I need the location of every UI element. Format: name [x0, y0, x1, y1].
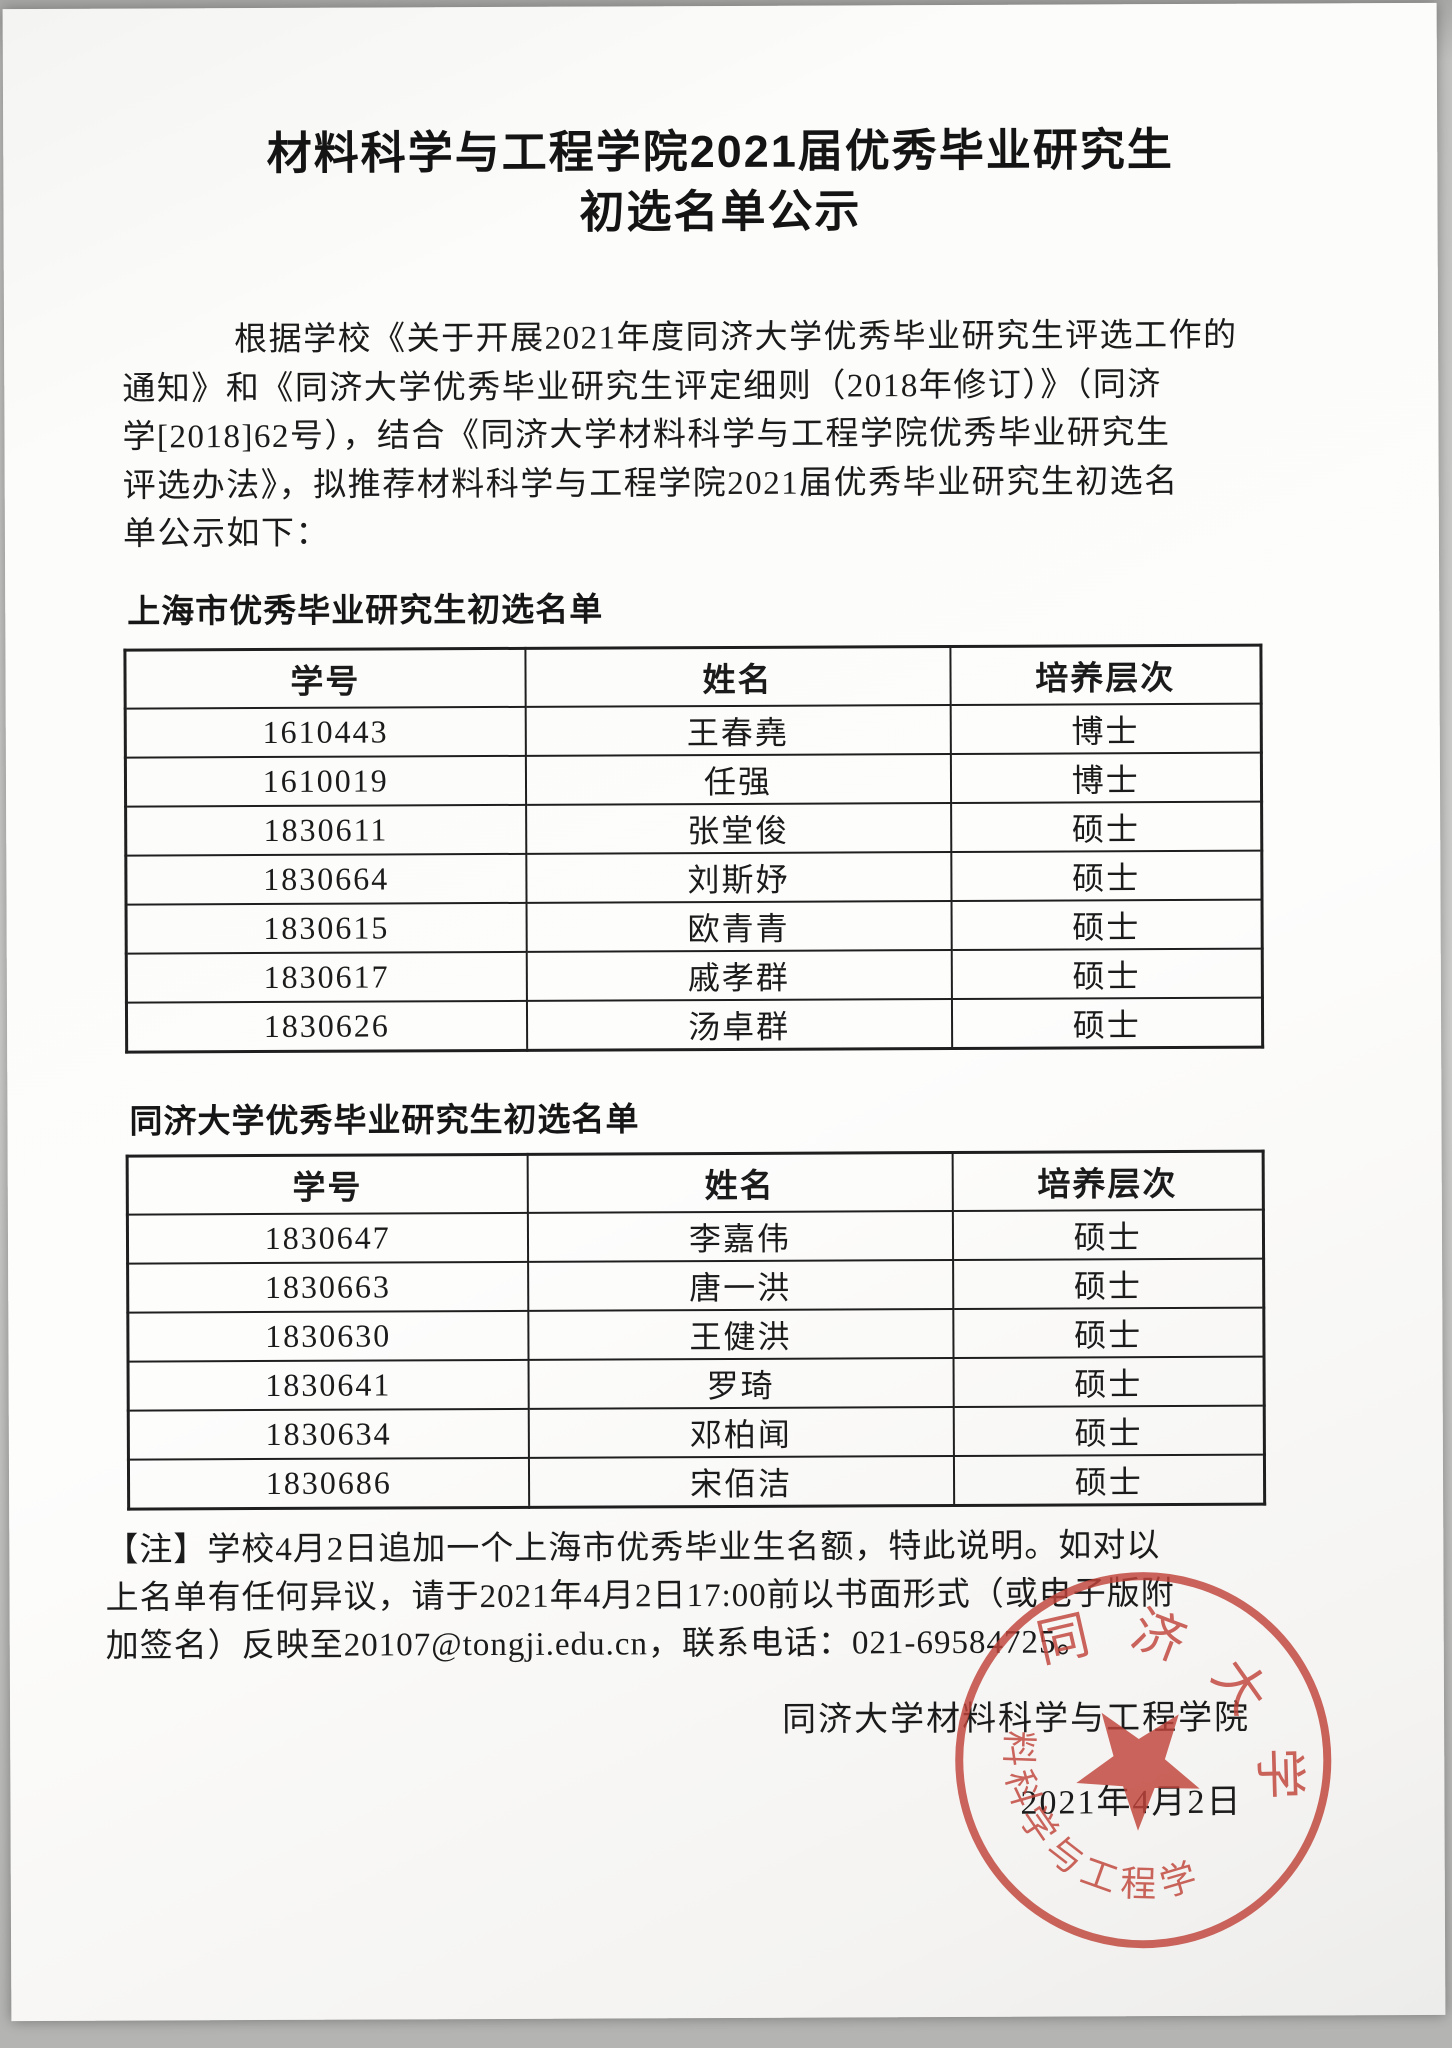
table-cell: 唐一洪 [527, 1260, 953, 1311]
table-cell: 张堂俊 [525, 803, 951, 854]
table-cell: 李嘉伟 [527, 1211, 953, 1262]
table-header: 学号 姓名 培养层次 [127, 1151, 1264, 1215]
table-cell: 硕士 [950, 850, 1263, 902]
table-cell: 硕士 [952, 1209, 1264, 1261]
page-title-line1: 材料科学与工程学院2021届优秀毕业研究生 [266, 124, 1174, 179]
table-cell: 1830626 [126, 1000, 527, 1053]
note-paragraph: 【注】学校4月2日追加一个上海市优秀毕业生名额，特此说明。如对以 上名单有任何异… [105, 1528, 1175, 1665]
table-row: 1830647 李嘉伟 硕士 [127, 1209, 1264, 1264]
shanghai-roster-table: 学号 姓名 培养层次 1610443 王春堯 博士 1610019 任强 博士 183061… [123, 643, 1265, 1054]
intro-paragraph: 根据学校《关于开展2021年度同济大学优秀毕业研究生评选工作的 通知》和《同济大… [122, 317, 1238, 553]
table-row: 1830611 张堂俊 硕士 [125, 801, 1262, 856]
table-row: 1830634 邓柏闻 硕士 [128, 1405, 1265, 1460]
table-cell: 汤卓群 [526, 999, 952, 1051]
table-cell: 戚孝群 [526, 950, 952, 1001]
table-cell: 王春堯 [525, 705, 951, 756]
table-cell: 宋佰洁 [528, 1456, 954, 1508]
table-row: 1610443 王春堯 博士 [125, 703, 1262, 758]
signature-organization: 同济大学材料科学与工程学院 [782, 1699, 1251, 1739]
table-cell: 1830634 [128, 1408, 529, 1460]
table-cell: 硕士 [952, 1307, 1265, 1359]
table-row: 1830664 刘斯妤 硕士 [125, 850, 1263, 905]
table-row: 1830626 汤卓群 硕士 [126, 997, 1263, 1053]
table-row: 1610019 任强 博士 [125, 752, 1262, 807]
table-cell: 王健洪 [527, 1309, 954, 1360]
col-header-level: 培养层次 [949, 645, 1262, 706]
table-row: 1830663 唐一洪 硕士 [127, 1258, 1264, 1313]
table-cell: 1830641 [128, 1359, 529, 1411]
table-cell: 硕士 [951, 997, 1263, 1049]
table-cell: 硕士 [950, 801, 1262, 853]
col-header-student-id: 学号 [124, 648, 526, 709]
table-body: 1610443 王春堯 博士 1610019 任强 博士 1830611 张堂俊 硕士 18306… [125, 703, 1263, 1053]
table-cell: 博士 [950, 752, 1262, 804]
table-cell: 罗琦 [528, 1358, 954, 1409]
table-cell: 硕士 [951, 899, 1263, 951]
table-row: 1830617 戚孝群 硕士 [126, 948, 1263, 1003]
col-header-level: 培养层次 [952, 1151, 1264, 1212]
section-title-shanghai-list: 上海市优秀毕业研究生初选名单 [127, 590, 604, 630]
table-cell: 硕士 [952, 1258, 1264, 1310]
table-cell: 1610019 [125, 755, 526, 807]
table-cell: 1830663 [127, 1261, 528, 1313]
signature-date: 2021年4月2日 [1020, 1783, 1243, 1822]
table-cell: 硕士 [953, 1405, 1265, 1457]
table-cell: 1830647 [127, 1212, 528, 1264]
table-cell: 1830615 [126, 902, 527, 954]
table-cell: 1830630 [127, 1310, 529, 1362]
table-cell: 邓柏闻 [528, 1407, 954, 1458]
table-cell: 硕士 [953, 1356, 1265, 1408]
col-header-name: 姓名 [524, 646, 951, 707]
table-row: 1830641 罗琦 硕士 [128, 1356, 1265, 1411]
tongji-roster-table: 学号 姓名 培养层次 1830647 李嘉伟 硕士 1830663 唐一洪 硕士 18306… [125, 1149, 1267, 1511]
page-title-line2: 初选名单公示 [579, 185, 862, 238]
section-title-tongji-list: 同济大学优秀毕业研究生初选名单 [129, 1100, 640, 1140]
table-cell: 1830611 [125, 804, 526, 856]
table-row: 1830630 王健洪 硕士 [127, 1307, 1265, 1362]
table-cell: 硕士 [951, 948, 1263, 1000]
table-cell: 1830686 [128, 1457, 529, 1510]
col-header-student-id: 学号 [127, 1154, 528, 1215]
table-cell: 1610443 [125, 706, 526, 758]
table-cell: 1830664 [125, 853, 527, 905]
table-row: 1830615 欧青青 硕士 [126, 899, 1263, 954]
table-cell: 博士 [950, 703, 1262, 755]
page-title: 材料科学与工程学院2021届优秀毕业研究生 初选名单公示 [3, 119, 1438, 245]
table-cell: 硕士 [953, 1454, 1265, 1506]
col-header-name: 姓名 [527, 1152, 953, 1213]
table-header: 学号 姓名 培养层次 [124, 645, 1262, 709]
table-row: 1830686 宋佰洁 硕士 [128, 1454, 1265, 1510]
table-cell: 1830617 [126, 951, 527, 1003]
table-cell: 任强 [525, 754, 951, 805]
table-cell: 刘斯妤 [525, 852, 952, 903]
table-body: 1830647 李嘉伟 硕士 1830663 唐一洪 硕士 1830630 王健洪 硕士 1830… [127, 1209, 1265, 1510]
table-cell: 欧青青 [526, 901, 952, 952]
